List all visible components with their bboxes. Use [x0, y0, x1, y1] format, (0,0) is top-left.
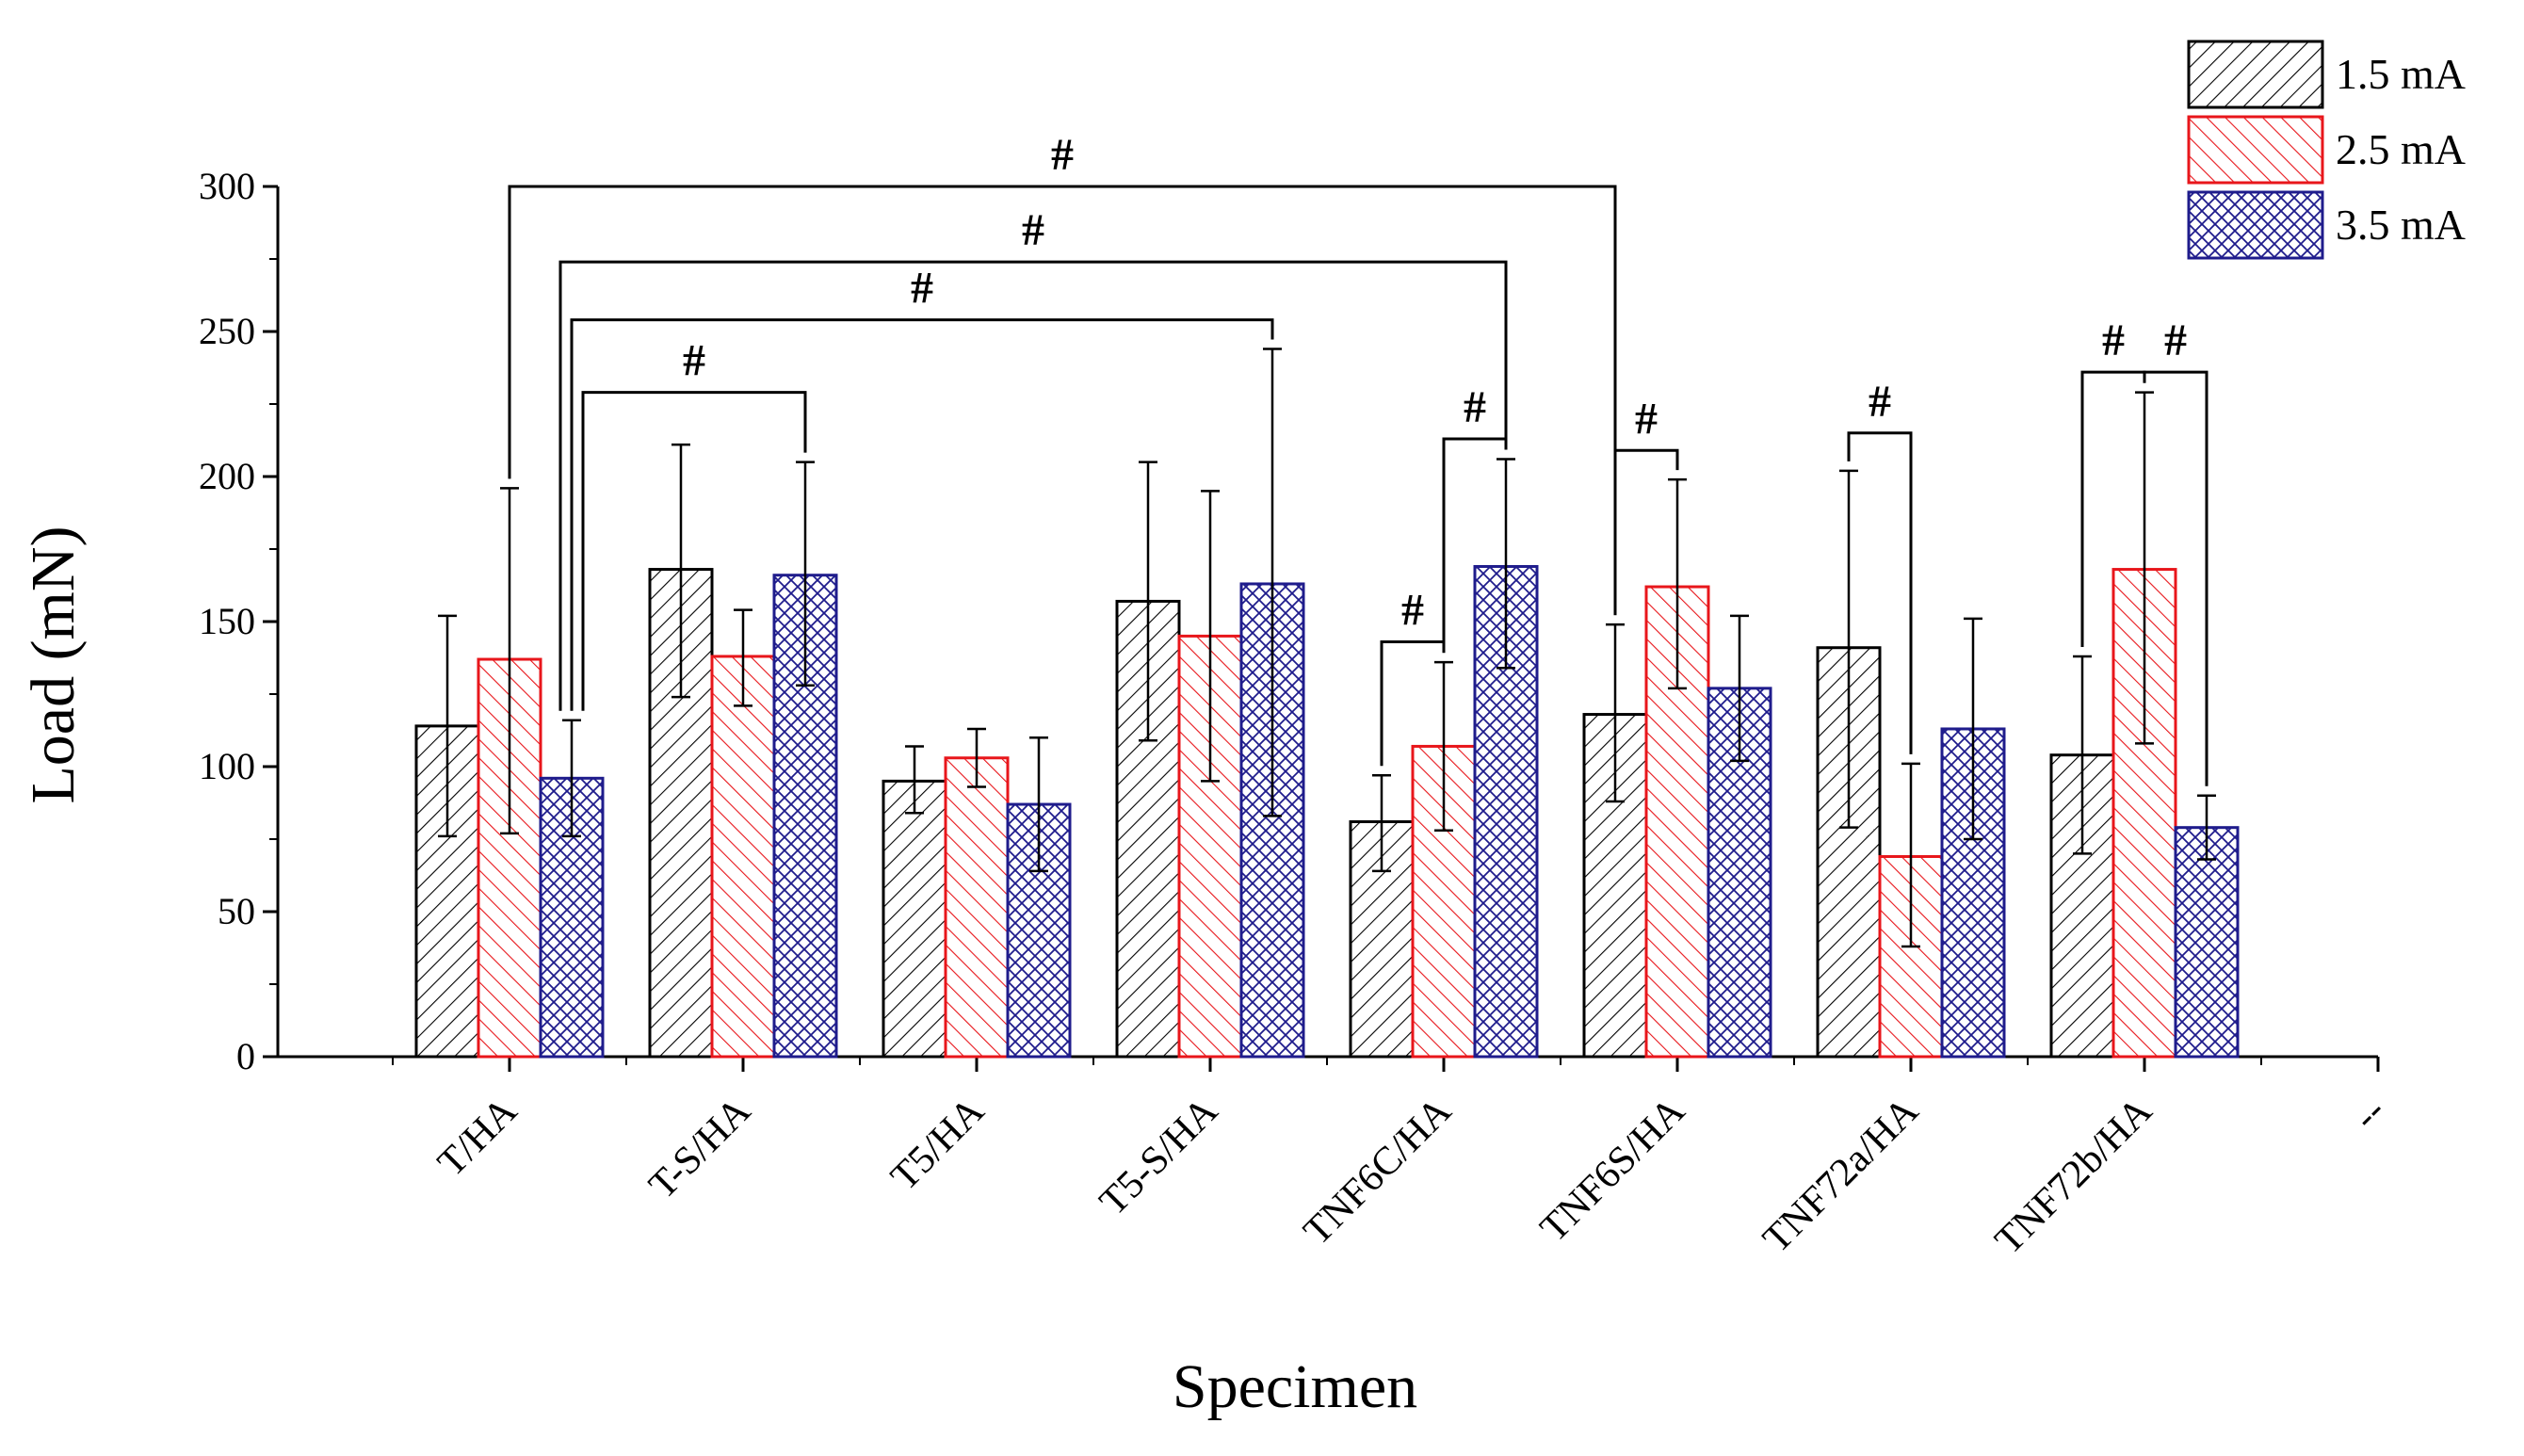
significance-bracket — [1442, 437, 1508, 654]
y-tick-label: 250 — [199, 310, 255, 352]
legend-swatch-3 — [2187, 190, 2324, 260]
significance-label: # — [683, 336, 705, 386]
significance-label: # — [1464, 382, 1486, 432]
significance-label: # — [1401, 586, 1424, 636]
legend-label-2: 2.5 mA — [2336, 125, 2466, 173]
bar — [2174, 826, 2240, 1059]
significance-bracket — [2143, 370, 2208, 786]
error-bars — [438, 348, 2216, 948]
bar — [710, 655, 776, 1059]
bar — [944, 756, 1010, 1059]
x-tick-label: TNF72a/HA — [1755, 1089, 1927, 1261]
bar — [882, 779, 947, 1059]
x-axis-title: Specimen — [1173, 1352, 1417, 1421]
y-tick-label: 200 — [199, 455, 255, 497]
significance-bracket — [1847, 431, 1913, 754]
legend-label-1: 1.5 mA — [2336, 50, 2466, 98]
significance-label: # — [1022, 205, 1044, 255]
y-tick-label: 50 — [218, 890, 255, 932]
legend-label-3: 3.5 mA — [2336, 201, 2466, 249]
bar — [1239, 582, 1305, 1059]
x-tick-label: TNF72b/HA — [1987, 1089, 2161, 1263]
significance-label: # — [2102, 315, 2125, 365]
significance-label: # — [1869, 377, 1891, 427]
significance-bracket — [1613, 448, 1679, 616]
significance-label: # — [2164, 315, 2187, 365]
significance-brackets: ###### # ## # — [508, 130, 2208, 786]
legend-swatch-2 — [2187, 115, 2324, 185]
x-tick-label: -- — [2345, 1090, 2394, 1139]
x-tick-label: T5/HA — [882, 1089, 993, 1199]
x-tick-label: T/HA — [429, 1089, 526, 1185]
x-tick-label: T5-S/HA — [1092, 1089, 1227, 1224]
legend-entry-1: 1.5 mA — [2187, 40, 2466, 109]
legend-entry-2: 2.5 mA — [2187, 115, 2466, 185]
y-tick-label: 150 — [199, 600, 255, 642]
significance-label: # — [1051, 130, 1074, 180]
y-tick-label: 100 — [199, 745, 255, 787]
legend: 1.5 mA 2.5 mA 3.5 mA — [2187, 40, 2466, 260]
significance-bracket — [581, 391, 807, 711]
significance-bracket — [558, 260, 1508, 711]
x-tick-label: T-S/HA — [641, 1089, 760, 1207]
x-tick-label: TNF6C/HA — [1296, 1089, 1461, 1254]
significance-bracket — [570, 318, 1274, 711]
significance-label: # — [1635, 394, 1658, 444]
legend-swatch-1 — [2187, 40, 2324, 109]
x-tick-label: TNF6S/HA — [1532, 1089, 1694, 1251]
legend-entry-3: 3.5 mA — [2187, 190, 2466, 260]
y-tick-label: 300 — [199, 165, 255, 207]
significance-label: # — [911, 264, 933, 314]
y-tick-label: 0 — [236, 1035, 255, 1077]
bars — [414, 564, 2240, 1059]
y-axis-title: Load (mN) — [19, 526, 88, 803]
significance-bracket — [508, 185, 1617, 616]
